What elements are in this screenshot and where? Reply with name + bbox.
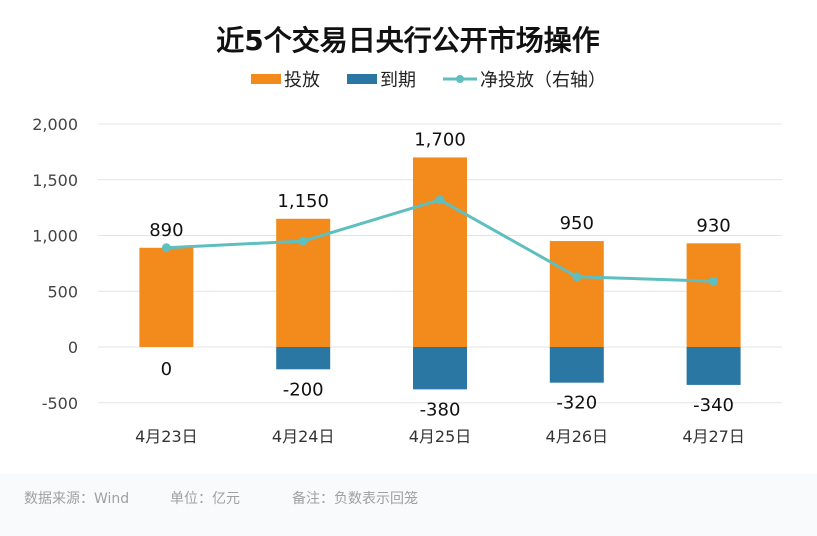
data-label: 930 [696, 215, 730, 236]
x-tick-label: 4月25日 [409, 427, 472, 446]
net-injection-point [435, 195, 445, 205]
unit-note: 单位：亿元 [170, 491, 240, 507]
remark-note: 备注：负数表示回笼 [292, 491, 418, 507]
legend-swatch [347, 74, 377, 84]
y-tick-label: 1,500 [32, 171, 78, 190]
bar-maturity [549, 347, 604, 383]
data-label: 0 [161, 359, 172, 380]
footer: 数据来源：Wind 单位：亿元 备注：负数表示回笼 [0, 474, 817, 536]
net-injection-point [572, 272, 582, 282]
legend-label: 到期 [380, 70, 416, 91]
y-tick-label: 500 [47, 282, 78, 301]
chart-title: 近5个交易日央行公开市场操作 [216, 24, 599, 57]
source-note: 数据来源：Wind [24, 491, 130, 507]
x-tick-label: 4月26日 [546, 427, 609, 446]
x-tick-label: 4月24日 [272, 427, 335, 446]
x-tick-label: 4月23日 [135, 427, 198, 446]
data-label: 1,700 [414, 129, 466, 150]
y-tick-label: 2,000 [32, 115, 78, 134]
bar-maturity [413, 347, 467, 390]
bar-injection [549, 241, 604, 347]
data-label: 950 [560, 213, 594, 234]
data-label: 1,150 [277, 191, 329, 212]
net-injection-point [298, 236, 308, 246]
data-label: -340 [693, 395, 734, 416]
data-label: -320 [556, 393, 597, 414]
legend: 投放 到期 净投放（右轴） [251, 70, 606, 91]
legend-label: 净投放（右轴） [480, 70, 606, 91]
bar-maturity [686, 347, 741, 385]
y-tick-label: 0 [68, 338, 78, 357]
net-injection-point [161, 243, 171, 253]
data-label: -200 [283, 379, 324, 400]
bar-maturity [276, 347, 331, 370]
y-tick-label: -500 [42, 394, 78, 413]
y-tick-label: 1,000 [32, 227, 78, 246]
bar-injection [139, 247, 194, 347]
bar-injection [686, 243, 741, 347]
bar-injection [413, 157, 467, 347]
data-label: -380 [420, 399, 461, 420]
net-injection-point [709, 276, 719, 286]
legend-label: 投放 [284, 70, 320, 91]
legend-swatch [251, 74, 281, 84]
data-label: 890 [149, 220, 183, 241]
x-tick-label: 4月27日 [682, 427, 745, 446]
legend-marker [456, 75, 464, 83]
